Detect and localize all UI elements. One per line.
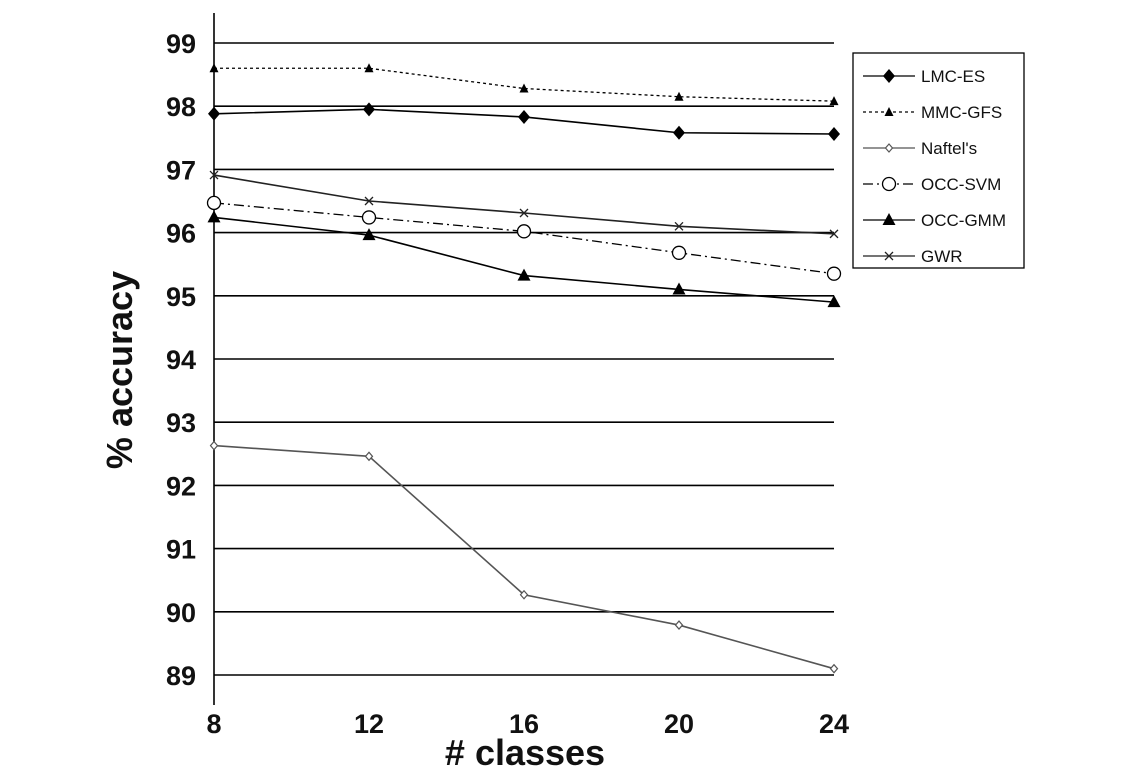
y-tick-label-89: 89 [166, 661, 196, 691]
data-point-lmc-es-12 [363, 102, 375, 117]
series-naftel-s [209, 440, 839, 674]
data-point-occ-gmm-24 [827, 295, 841, 308]
data-point-naftel-s-24 [829, 663, 839, 674]
data-point-naftel-s-16 [519, 589, 529, 600]
data-point-gwr-24 [829, 229, 839, 239]
y-tick-label-99: 99 [166, 29, 196, 59]
legend-label-mmc-gfs: MMC-GFS [921, 103, 1002, 122]
data-point-mmc-gfs-16 [519, 83, 529, 93]
data-point-occ-gmm-16 [517, 268, 531, 281]
y-tick-labels: 89 90 91 92 93 94 95 96 97 98 99 [166, 29, 196, 691]
series-occ-gmm [207, 210, 841, 308]
y-tick-label-92: 92 [166, 471, 196, 501]
legend-label-occ-gmm: OCC-GMM [921, 211, 1006, 230]
data-point-mmc-gfs-12 [364, 63, 374, 73]
y-tick-label-97: 97 [166, 155, 196, 185]
data-point-gwr-8 [209, 170, 219, 180]
series-mmc-gfs [209, 63, 839, 106]
data-point-naftel-s-20 [674, 620, 684, 630]
data-point-occ-svm-24 [826, 266, 842, 281]
legend-label-naftel-s: Naftel's [921, 139, 977, 158]
x-tick-label-16: 16 [509, 709, 539, 739]
series-line-mmc-gfs [214, 67, 835, 102]
data-point-occ-gmm-8 [207, 210, 221, 223]
series-lmc-es [208, 102, 840, 142]
data-point-gwr-20 [674, 221, 684, 231]
x-axis-title: # classes [445, 732, 605, 772]
data-point-naftel-s-12 [364, 451, 374, 462]
y-tick-label-91: 91 [166, 535, 196, 565]
series-gwr [209, 170, 839, 239]
data-point-mmc-gfs-8 [209, 63, 219, 73]
data-point-occ-gmm-12 [362, 228, 376, 241]
y-tick-label-90: 90 [166, 598, 196, 628]
legend-label-lmc-es: LMC-ES [921, 67, 985, 86]
data-point-naftel-s-8 [209, 440, 219, 451]
y-tick-label-95: 95 [166, 282, 196, 312]
legend-box [852, 52, 1025, 269]
data-point-lmc-es-20 [673, 125, 685, 140]
y-axis-title: % accuracy [99, 271, 140, 469]
legend-label-gwr: GWR [921, 247, 963, 266]
series-occ-svm [206, 195, 842, 281]
legend-marker-mmc-gfs [884, 107, 894, 116]
legend-marker-occ-svm [881, 176, 897, 192]
y-tick-label-93: 93 [166, 408, 196, 438]
legend-marker-gwr [884, 251, 894, 261]
y-tick-label-96: 96 [166, 219, 196, 249]
x-tick-label-12: 12 [354, 709, 384, 739]
data-point-occ-svm-16 [516, 224, 532, 239]
data-point-occ-svm-12 [361, 210, 377, 225]
y-tick-label-98: 98 [166, 92, 196, 122]
legend: LMC-ES MMC-GFS Naftel's OCC-SVM OCC-GMM GWR [852, 52, 1025, 269]
legend-label-occ-svm: OCC-SVM [921, 175, 1001, 194]
data-point-gwr-16 [519, 208, 529, 218]
data-point-lmc-es-24 [828, 127, 840, 142]
data-point-mmc-gfs-20 [674, 91, 684, 101]
data-point-lmc-es-16 [518, 109, 530, 124]
legend-marker-occ-gmm [882, 213, 896, 225]
series-line-occ-svm [213, 202, 835, 275]
gridlines [213, 13, 834, 705]
y-tick-label-94: 94 [166, 345, 196, 375]
x-tick-labels: 8 12 16 20 24 [206, 709, 849, 739]
legend-marker-lmc-es [883, 69, 895, 83]
data-point-mmc-gfs-24 [829, 96, 839, 106]
data-point-occ-svm-8 [206, 195, 222, 211]
series-line-naftel-s [213, 444, 835, 670]
legend-marker-naftel-s [884, 143, 894, 153]
data-point-lmc-es-8 [208, 106, 220, 121]
x-tick-label-8: 8 [206, 709, 221, 739]
series-lines [206, 63, 842, 674]
data-point-occ-svm-20 [671, 245, 687, 260]
x-tick-label-24: 24 [819, 709, 849, 739]
x-tick-label-20: 20 [664, 709, 694, 739]
data-point-occ-gmm-20 [672, 282, 686, 295]
data-point-gwr-12 [364, 196, 374, 206]
